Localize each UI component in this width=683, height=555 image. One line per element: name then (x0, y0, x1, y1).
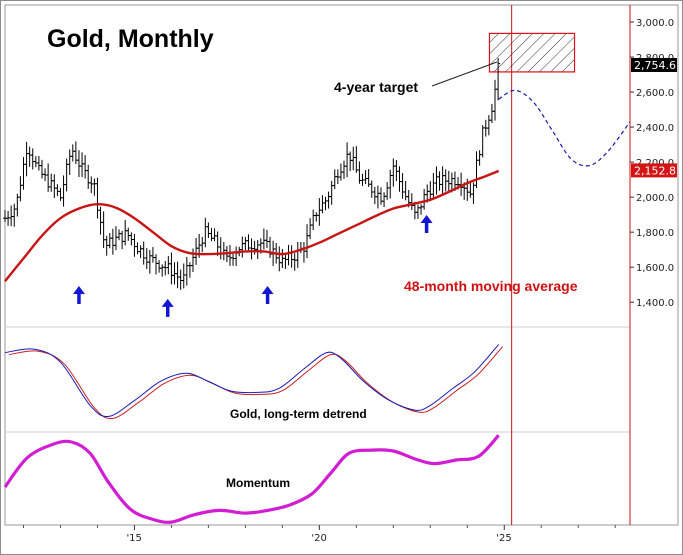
y-tick-label-6: 2,600.0 (636, 88, 674, 99)
ma-value: 2,152.8 (634, 164, 676, 177)
y-tick-label-1: 1,600.0 (636, 263, 674, 274)
detrend-line (4, 344, 500, 418)
y-tick-label-3: 2,000.0 (636, 193, 674, 204)
momentum-line (3, 434, 500, 524)
detrend-annotation: Gold, long-term detrend (230, 407, 367, 421)
target-leader-line (431, 61, 498, 87)
up-arrow-icon (420, 215, 433, 223)
chart-title: Gold, Monthly (47, 25, 214, 53)
last-price-value: 2,754.6 (634, 59, 676, 72)
momentum-annotation: Momentum (226, 476, 290, 490)
cycle-low-arrow (261, 286, 274, 304)
y-tick-label-2: 1,800.0 (636, 228, 674, 239)
moving-average-annotation: 48-month moving average (404, 278, 578, 294)
y-tick-label-8: 3,000.0 (636, 18, 674, 29)
price-bar (496, 58, 501, 101)
target-annotation: 4-year target (334, 79, 418, 95)
last-price-box (631, 57, 677, 72)
moving-average-48-line (4, 169, 500, 282)
last-price-badge: 2,754.6 (631, 57, 677, 72)
x-tick-label-0: '15 (126, 533, 141, 544)
cycle-low-arrow (161, 298, 174, 317)
x-tick-label-2: '25 (496, 533, 511, 544)
y-tick-label-0: 1,400.0 (636, 298, 674, 309)
up-arrow-icon (72, 286, 85, 294)
cycle-low-arrow (420, 215, 433, 233)
ma-value-badge: 2,152.8 (631, 163, 677, 178)
x-axis: '15 '20 '25 (22, 525, 616, 544)
plot-border (4, 4, 679, 526)
cycle-low-arrows (72, 215, 433, 317)
up-arrow-icon (161, 298, 174, 307)
ma-value-box (631, 163, 677, 178)
up-arrow-icon (261, 286, 274, 294)
projection-curve (498, 89, 631, 167)
x-tick-label-1: '20 (311, 533, 326, 544)
y-tick-label-5: 2,400.0 (636, 123, 674, 134)
four-year-target-box (488, 32, 576, 73)
cycle-low-arrow (72, 286, 85, 304)
